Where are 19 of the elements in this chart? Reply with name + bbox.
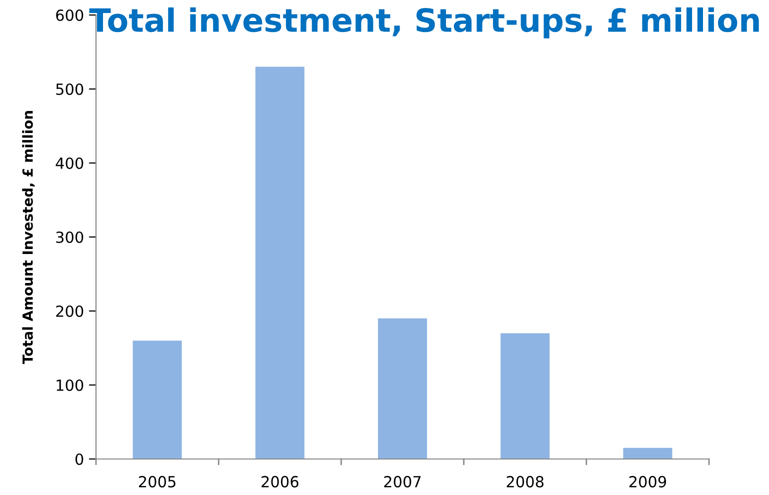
x-tick-label: 2008 (506, 476, 544, 488)
bar (500, 333, 550, 459)
bar (255, 66, 304, 459)
bar (623, 448, 672, 459)
x-tick-label: 2007 (384, 476, 421, 488)
x-tick-label: 2006 (262, 476, 298, 488)
chart-title: Total investment, Start-ups, £ million (89, 7, 759, 38)
y-tick-label: 0 (75, 453, 84, 466)
x-tick-label: 2005 (138, 476, 176, 488)
x-tick-label: 2009 (629, 476, 666, 488)
y-tick-label: 500 (56, 83, 84, 96)
y-tick-label: 400 (56, 157, 84, 170)
bar (132, 340, 182, 459)
y-tick-label: 100 (56, 379, 84, 392)
bar (378, 318, 428, 459)
y-tick-label: 200 (56, 305, 84, 318)
y-tick-label: 600 (56, 9, 84, 22)
y-axis-title: Total Amount Invested, £ million (22, 111, 35, 364)
y-tick-label: 300 (56, 231, 84, 244)
